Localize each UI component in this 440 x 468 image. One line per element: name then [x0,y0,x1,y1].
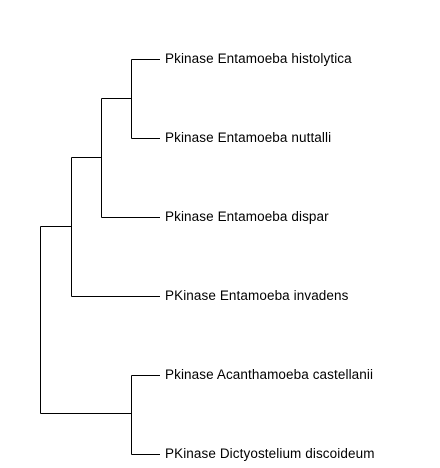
leaf-label-nuttalli: Pkinase Entamoeba nuttalli [165,130,332,145]
leaf-label-dictyostelium: PKinase Dictyostelium discoideum [165,446,375,461]
leaf-label-invadens: PKinase Entamoeba invadens [165,288,349,303]
leaf-label-histolytica: Pkinase Entamoeba histolytica [165,51,352,66]
leaf-label-acanthamoeba: Pkinase Acanthamoeba castellanii [165,367,374,382]
leaf-label-dispar: Pkinase Entamoeba dispar [165,209,329,224]
